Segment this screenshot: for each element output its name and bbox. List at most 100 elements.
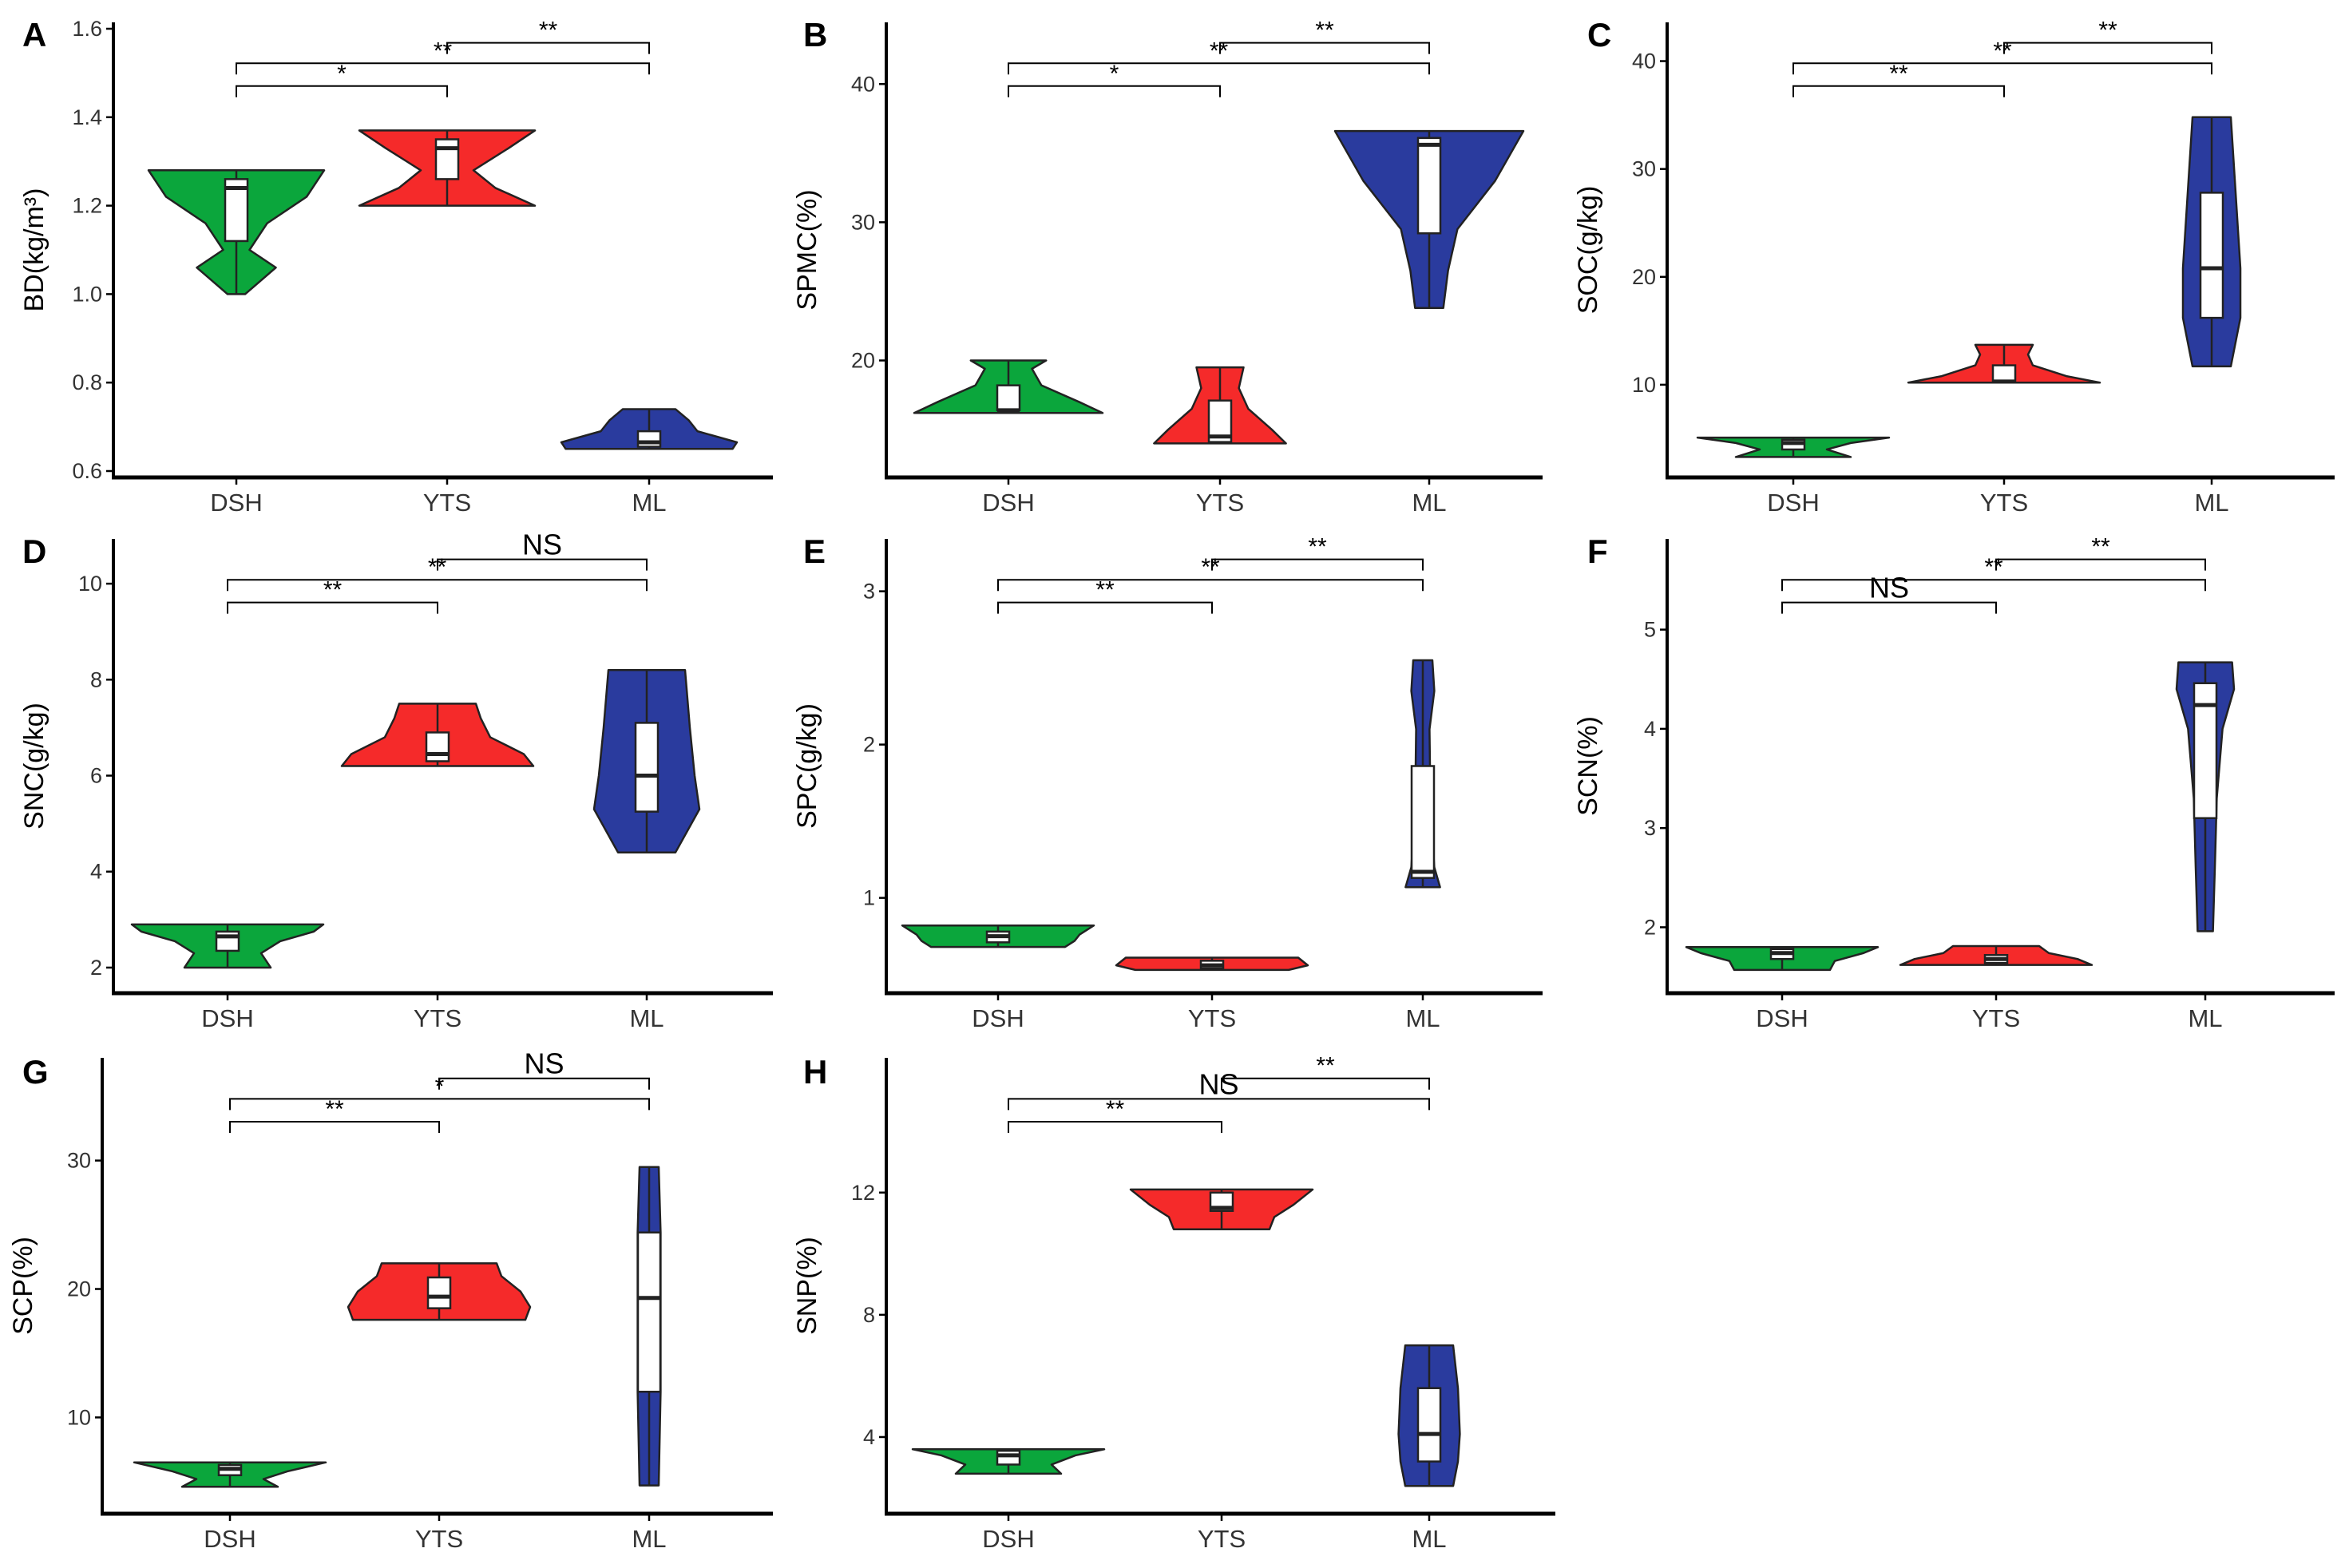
x-tick-label: DSH	[1767, 489, 1819, 517]
x-tick-label: YTS	[414, 1004, 461, 1032]
y-tick-label: 1.0	[72, 282, 102, 306]
panel-C: C 10 20 30 40 SOC(g/kg) DSH YTS ML ** ** **	[1573, 16, 2335, 517]
sig-label: *	[337, 61, 347, 87]
sig-bracket	[1995, 558, 2206, 571]
panel-letter: B	[803, 16, 827, 53]
sig-bracket	[1781, 601, 1997, 614]
x-tick-label: ML	[1412, 1525, 1446, 1553]
sig-bracket	[1008, 1098, 1430, 1111]
box-ML	[1416, 1387, 1442, 1463]
panel-H: H 4 8 12 SNP(%) DSH YTS ML ** NS **	[792, 1053, 1555, 1553]
y-axis-title: SNP(%)	[792, 1237, 822, 1335]
sig-label: **	[2091, 534, 2110, 560]
sig-bracket	[1219, 42, 1430, 54]
panel-letter: A	[22, 16, 46, 53]
sig-bracket	[227, 601, 438, 614]
sig-label: **	[1308, 534, 1327, 560]
y-tick-label: 4	[90, 860, 102, 884]
sig-bracket	[437, 558, 648, 571]
y-axis-title: SPMC(%)	[792, 189, 822, 310]
y-tick-label: 8	[90, 667, 102, 691]
x-tick-label: ML	[632, 1525, 666, 1553]
box-YTS	[434, 138, 460, 180]
y-tick-label: 40	[851, 72, 875, 96]
y-tick-label: 1.2	[72, 194, 102, 218]
x-tick-label: YTS	[423, 489, 471, 517]
y-axis-title: SPC(g/kg)	[792, 703, 822, 829]
sig-bracket	[229, 1098, 650, 1111]
y-tick-label: 4	[863, 1425, 875, 1449]
panel-E: E 1 2 3 SPC(g/kg) DSH YTS ML ** ** **	[792, 533, 1543, 1032]
y-tick-label: 1.6	[72, 17, 102, 41]
panel-letter: G	[22, 1053, 49, 1091]
y-tick-label: 4	[1644, 717, 1656, 741]
sig-bracket	[1008, 1120, 1222, 1133]
x-tick-label: YTS	[1980, 489, 2028, 517]
x-tick-label: YTS	[1972, 1004, 2020, 1032]
sig-label: **	[323, 577, 343, 604]
panel-letter: D	[22, 533, 46, 570]
y-tick-label: 30	[1632, 157, 1656, 181]
sig-bracket	[438, 1077, 650, 1090]
x-tick-label: YTS	[1198, 1525, 1246, 1553]
box-DSH	[996, 384, 1021, 412]
x-tick-label: YTS	[1196, 489, 1244, 517]
x-tick-label: ML	[1405, 1004, 1440, 1032]
sig-label: NS	[1198, 1067, 1238, 1100]
sig-label: **	[1095, 577, 1115, 604]
sig-bracket	[1792, 85, 2005, 97]
sig-bracket	[1008, 85, 1221, 97]
sig-bracket	[227, 579, 648, 592]
box-ML	[636, 430, 662, 448]
x-tick-label: YTS	[1188, 1004, 1236, 1032]
sig-label: **	[1201, 554, 1220, 580]
y-tick-label: 2	[1644, 915, 1656, 939]
sig-label: **	[325, 1096, 344, 1123]
panel-A: A0.60.81.01.21.41.6BD(kg/m³)DSH YTS ML****…	[19, 16, 773, 517]
sig-label: NS	[1869, 572, 1909, 604]
box-ML	[1416, 137, 1442, 235]
sig-label: **	[1210, 38, 1229, 64]
sig-bracket	[1211, 558, 1424, 571]
x-tick-label: YTS	[415, 1525, 463, 1553]
box-YTS	[426, 1276, 452, 1309]
box-ML	[636, 1231, 662, 1393]
sig-bracket	[446, 42, 650, 54]
sig-bracket	[1792, 62, 2212, 75]
panel-letter: H	[803, 1053, 827, 1091]
sig-label: **	[1316, 1053, 1335, 1079]
y-tick-label: 20	[1632, 265, 1656, 289]
y-tick-label: 0.8	[72, 370, 102, 394]
sig-bracket	[1008, 62, 1430, 75]
x-tick-label: ML	[2194, 489, 2228, 517]
sig-label: **	[539, 18, 558, 44]
y-axis-title: BD(kg/m³)	[19, 188, 50, 312]
y-tick-label: 8	[863, 1303, 875, 1327]
x-tick-label: DSH	[982, 1525, 1034, 1553]
y-axis-title: SCP(%)	[8, 1237, 38, 1335]
y-tick-label: 10	[1632, 373, 1656, 397]
y-tick-label: 3	[1644, 816, 1656, 840]
x-tick-label: DSH	[1756, 1004, 1808, 1032]
sig-label: NS	[524, 1047, 564, 1080]
y-axis-title: SCN(%)	[1573, 716, 1603, 816]
box-ML	[1410, 765, 1436, 879]
sig-bracket	[2003, 42, 2212, 54]
y-tick-label: 1.4	[72, 105, 102, 129]
y-tick-label: 10	[78, 572, 102, 596]
y-tick-label: 1	[863, 886, 875, 910]
sig-label: **	[1106, 1096, 1125, 1123]
sig-label: **	[434, 38, 453, 64]
x-tick-label: ML	[629, 1004, 664, 1032]
sig-label: **	[2098, 18, 2117, 44]
sig-label: **	[1315, 18, 1334, 44]
x-tick-label: DSH	[201, 1004, 253, 1032]
sig-bracket	[1781, 579, 2206, 592]
sig-bracket	[997, 601, 1213, 614]
panel-letter: F	[1587, 533, 1608, 570]
sig-label: **	[1984, 554, 2003, 580]
y-tick-label: 20	[67, 1277, 91, 1301]
x-tick-label: DSH	[982, 489, 1034, 517]
